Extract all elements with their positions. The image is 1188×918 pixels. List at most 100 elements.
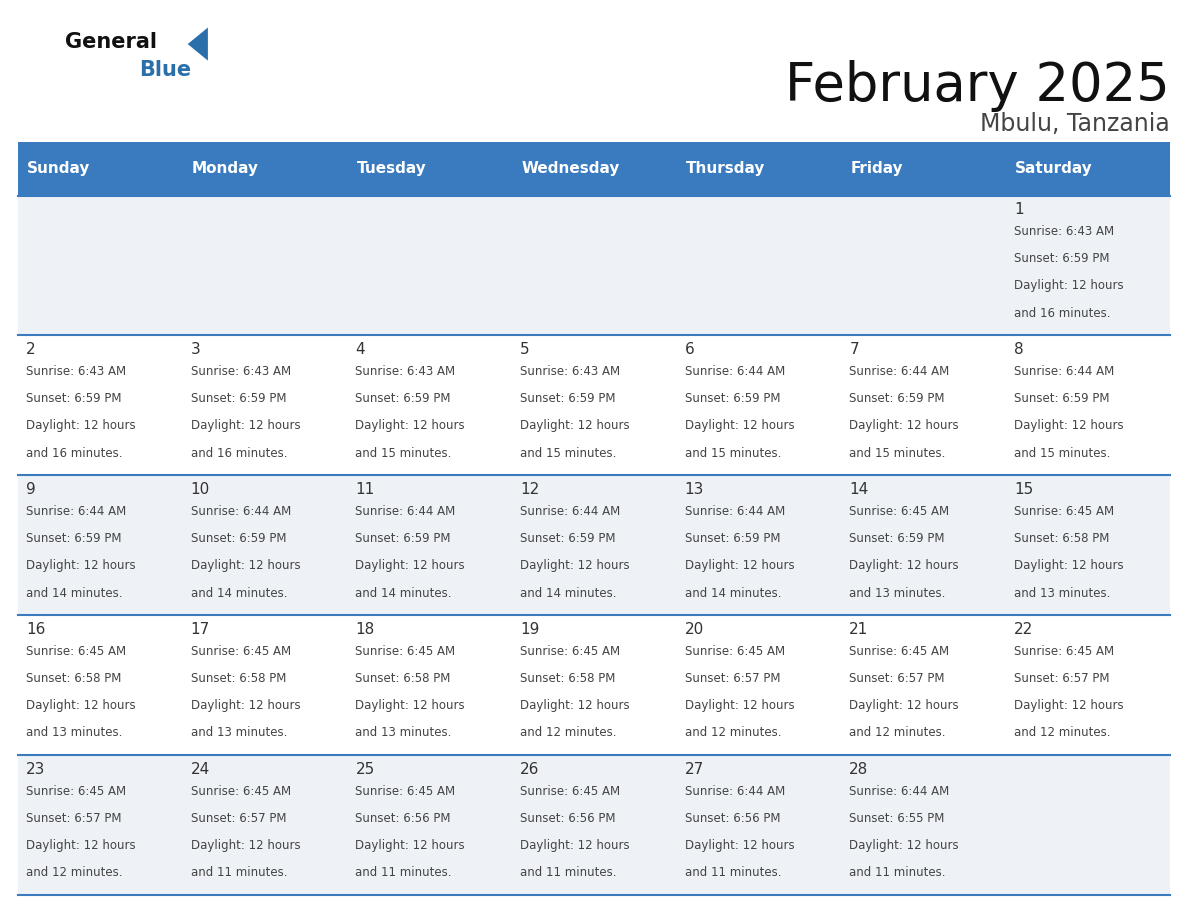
Text: Sunset: 6:59 PM: Sunset: 6:59 PM bbox=[355, 392, 451, 405]
Text: Sunset: 6:58 PM: Sunset: 6:58 PM bbox=[355, 672, 450, 685]
Text: 10: 10 bbox=[191, 482, 210, 497]
Text: 26: 26 bbox=[520, 762, 539, 777]
Text: 18: 18 bbox=[355, 621, 374, 637]
Text: 5: 5 bbox=[520, 341, 530, 357]
Text: Sunset: 6:59 PM: Sunset: 6:59 PM bbox=[191, 532, 286, 545]
Text: Daylight: 12 hours: Daylight: 12 hours bbox=[355, 700, 465, 712]
Text: Daylight: 12 hours: Daylight: 12 hours bbox=[355, 420, 465, 432]
Text: Daylight: 12 hours: Daylight: 12 hours bbox=[26, 559, 135, 572]
Text: Sunrise: 6:43 AM: Sunrise: 6:43 AM bbox=[355, 364, 455, 378]
Text: and 13 minutes.: and 13 minutes. bbox=[26, 726, 122, 740]
Text: 14: 14 bbox=[849, 482, 868, 497]
Bar bbox=[18, 476, 1170, 615]
Text: Daylight: 12 hours: Daylight: 12 hours bbox=[849, 420, 959, 432]
Text: Daylight: 12 hours: Daylight: 12 hours bbox=[26, 700, 135, 712]
Text: Sunrise: 6:44 AM: Sunrise: 6:44 AM bbox=[1013, 364, 1114, 378]
Text: and 16 minutes.: and 16 minutes. bbox=[26, 447, 122, 460]
Text: 11: 11 bbox=[355, 482, 374, 497]
Text: Tuesday: Tuesday bbox=[356, 162, 426, 176]
Text: Daylight: 12 hours: Daylight: 12 hours bbox=[1013, 700, 1124, 712]
Text: 4: 4 bbox=[355, 341, 365, 357]
Text: 13: 13 bbox=[684, 482, 704, 497]
Text: 24: 24 bbox=[191, 762, 210, 777]
Text: Daylight: 12 hours: Daylight: 12 hours bbox=[191, 420, 301, 432]
Text: and 11 minutes.: and 11 minutes. bbox=[355, 867, 451, 879]
Text: Sunset: 6:59 PM: Sunset: 6:59 PM bbox=[849, 532, 944, 545]
Text: Daylight: 12 hours: Daylight: 12 hours bbox=[1013, 420, 1124, 432]
Text: Friday: Friday bbox=[851, 162, 903, 176]
Text: and 11 minutes.: and 11 minutes. bbox=[520, 867, 617, 879]
Text: Sunrise: 6:45 AM: Sunrise: 6:45 AM bbox=[684, 644, 785, 657]
Text: Daylight: 12 hours: Daylight: 12 hours bbox=[26, 839, 135, 852]
Text: 2: 2 bbox=[26, 341, 36, 357]
Text: Sunset: 6:56 PM: Sunset: 6:56 PM bbox=[355, 812, 451, 824]
Text: Sunrise: 6:43 AM: Sunrise: 6:43 AM bbox=[191, 364, 291, 378]
Text: Wednesday: Wednesday bbox=[522, 162, 620, 176]
Text: Daylight: 12 hours: Daylight: 12 hours bbox=[849, 700, 959, 712]
Text: Sunset: 6:58 PM: Sunset: 6:58 PM bbox=[26, 672, 121, 685]
Bar bbox=[18, 756, 1170, 895]
Text: Daylight: 12 hours: Daylight: 12 hours bbox=[849, 839, 959, 852]
Text: Daylight: 12 hours: Daylight: 12 hours bbox=[1013, 559, 1124, 572]
Text: Sunrise: 6:45 AM: Sunrise: 6:45 AM bbox=[26, 785, 126, 798]
Text: Daylight: 12 hours: Daylight: 12 hours bbox=[684, 420, 795, 432]
Text: 27: 27 bbox=[684, 762, 703, 777]
Text: and 14 minutes.: and 14 minutes. bbox=[684, 587, 782, 599]
Text: 21: 21 bbox=[849, 621, 868, 637]
Text: Daylight: 12 hours: Daylight: 12 hours bbox=[684, 839, 795, 852]
Text: 25: 25 bbox=[355, 762, 374, 777]
Text: Monday: Monday bbox=[192, 162, 259, 176]
Text: Sunset: 6:58 PM: Sunset: 6:58 PM bbox=[191, 672, 286, 685]
Bar bbox=[18, 142, 1170, 196]
Text: Sunrise: 6:45 AM: Sunrise: 6:45 AM bbox=[355, 644, 455, 657]
Text: Daylight: 12 hours: Daylight: 12 hours bbox=[520, 839, 630, 852]
Text: Sunset: 6:59 PM: Sunset: 6:59 PM bbox=[1013, 252, 1110, 265]
Text: Sunset: 6:58 PM: Sunset: 6:58 PM bbox=[1013, 532, 1110, 545]
Text: and 12 minutes.: and 12 minutes. bbox=[849, 726, 946, 740]
Text: and 15 minutes.: and 15 minutes. bbox=[684, 447, 781, 460]
Text: Sunset: 6:55 PM: Sunset: 6:55 PM bbox=[849, 812, 944, 824]
Text: Sunrise: 6:45 AM: Sunrise: 6:45 AM bbox=[191, 785, 291, 798]
Text: General: General bbox=[65, 32, 157, 52]
Text: and 14 minutes.: and 14 minutes. bbox=[26, 587, 122, 599]
Text: Daylight: 12 hours: Daylight: 12 hours bbox=[191, 700, 301, 712]
Text: Sunset: 6:57 PM: Sunset: 6:57 PM bbox=[26, 812, 121, 824]
Text: Mbulu, Tanzania: Mbulu, Tanzania bbox=[980, 112, 1170, 136]
Text: Sunset: 6:59 PM: Sunset: 6:59 PM bbox=[684, 532, 781, 545]
Text: Sunset: 6:59 PM: Sunset: 6:59 PM bbox=[520, 532, 615, 545]
Text: Sunset: 6:57 PM: Sunset: 6:57 PM bbox=[684, 672, 781, 685]
Text: Daylight: 12 hours: Daylight: 12 hours bbox=[191, 559, 301, 572]
Text: and 14 minutes.: and 14 minutes. bbox=[355, 587, 451, 599]
Text: 22: 22 bbox=[1013, 621, 1034, 637]
Text: 1: 1 bbox=[1013, 202, 1024, 217]
Text: and 11 minutes.: and 11 minutes. bbox=[684, 867, 782, 879]
Text: Sunset: 6:57 PM: Sunset: 6:57 PM bbox=[849, 672, 944, 685]
Text: and 16 minutes.: and 16 minutes. bbox=[1013, 307, 1111, 319]
Text: Sunset: 6:57 PM: Sunset: 6:57 PM bbox=[191, 812, 286, 824]
Text: Sunrise: 6:45 AM: Sunrise: 6:45 AM bbox=[520, 644, 620, 657]
Text: February 2025: February 2025 bbox=[785, 60, 1170, 112]
Text: 20: 20 bbox=[684, 621, 703, 637]
Text: 8: 8 bbox=[1013, 341, 1024, 357]
Text: Daylight: 12 hours: Daylight: 12 hours bbox=[191, 839, 301, 852]
Text: Sunrise: 6:45 AM: Sunrise: 6:45 AM bbox=[1013, 644, 1114, 657]
Text: Sunset: 6:57 PM: Sunset: 6:57 PM bbox=[1013, 672, 1110, 685]
Text: and 12 minutes.: and 12 minutes. bbox=[520, 726, 617, 740]
Text: Sunrise: 6:44 AM: Sunrise: 6:44 AM bbox=[520, 505, 620, 518]
Text: 15: 15 bbox=[1013, 482, 1034, 497]
Text: Sunset: 6:59 PM: Sunset: 6:59 PM bbox=[26, 392, 121, 405]
Text: and 12 minutes.: and 12 minutes. bbox=[26, 867, 122, 879]
Text: and 14 minutes.: and 14 minutes. bbox=[520, 587, 617, 599]
Text: 12: 12 bbox=[520, 482, 539, 497]
Text: 28: 28 bbox=[849, 762, 868, 777]
Text: and 13 minutes.: and 13 minutes. bbox=[1013, 587, 1111, 599]
Text: Daylight: 12 hours: Daylight: 12 hours bbox=[520, 420, 630, 432]
Text: Sunrise: 6:45 AM: Sunrise: 6:45 AM bbox=[849, 644, 949, 657]
Text: 6: 6 bbox=[684, 341, 694, 357]
Text: Thursday: Thursday bbox=[685, 162, 765, 176]
Text: Sunset: 6:59 PM: Sunset: 6:59 PM bbox=[520, 392, 615, 405]
Text: Sunrise: 6:45 AM: Sunrise: 6:45 AM bbox=[355, 785, 455, 798]
Text: and 15 minutes.: and 15 minutes. bbox=[355, 447, 451, 460]
Text: Sunset: 6:59 PM: Sunset: 6:59 PM bbox=[355, 532, 451, 545]
Text: and 15 minutes.: and 15 minutes. bbox=[1013, 447, 1111, 460]
